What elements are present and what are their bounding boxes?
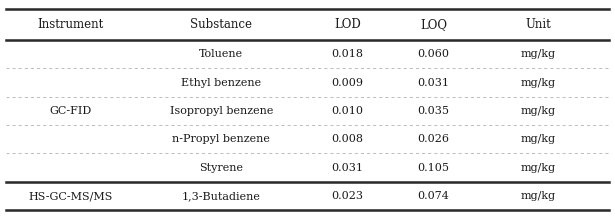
Text: 1,3-Butadiene: 1,3-Butadiene — [182, 191, 261, 201]
Text: GC-FID: GC-FID — [50, 106, 92, 116]
Text: mg/kg: mg/kg — [520, 78, 556, 88]
Text: Ethyl benzene: Ethyl benzene — [181, 78, 261, 88]
Text: Isopropyl benzene: Isopropyl benzene — [170, 106, 273, 116]
Text: mg/kg: mg/kg — [520, 191, 556, 201]
Text: Toluene: Toluene — [199, 49, 244, 59]
Text: n-Propyl benzene: n-Propyl benzene — [172, 134, 271, 144]
Text: HS-GC-MS/MS: HS-GC-MS/MS — [28, 191, 113, 201]
Text: mg/kg: mg/kg — [520, 49, 556, 59]
Text: Styrene: Styrene — [199, 163, 244, 173]
Text: Instrument: Instrument — [38, 18, 104, 31]
Text: 0.010: 0.010 — [331, 106, 363, 116]
Text: 0.031: 0.031 — [418, 78, 450, 88]
Text: mg/kg: mg/kg — [520, 134, 556, 144]
Text: mg/kg: mg/kg — [520, 163, 556, 173]
Text: mg/kg: mg/kg — [520, 106, 556, 116]
Text: Unit: Unit — [525, 18, 551, 31]
Text: 0.018: 0.018 — [331, 49, 363, 59]
Text: Substance: Substance — [191, 18, 252, 31]
Text: LOD: LOD — [334, 18, 361, 31]
Text: 0.035: 0.035 — [418, 106, 450, 116]
Text: 0.105: 0.105 — [418, 163, 450, 173]
Text: 0.074: 0.074 — [418, 191, 450, 201]
Text: 0.026: 0.026 — [418, 134, 450, 144]
Text: 0.008: 0.008 — [331, 134, 363, 144]
Text: 0.023: 0.023 — [331, 191, 363, 201]
Text: 0.031: 0.031 — [331, 163, 363, 173]
Text: LOQ: LOQ — [420, 18, 447, 31]
Text: 0.009: 0.009 — [331, 78, 363, 88]
Text: 0.060: 0.060 — [418, 49, 450, 59]
